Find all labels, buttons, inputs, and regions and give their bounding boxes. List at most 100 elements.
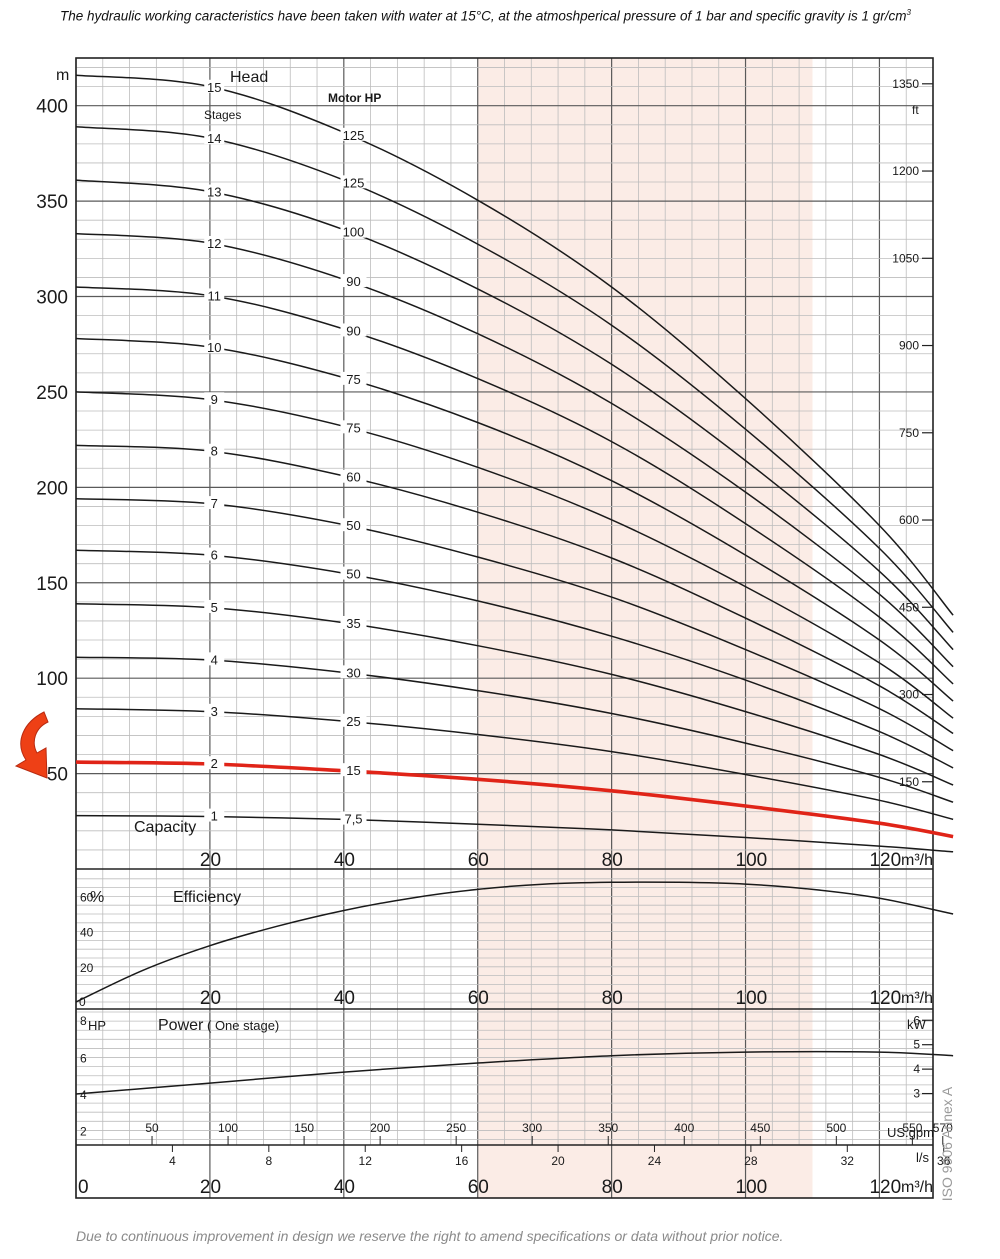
y-tick-label: 300 xyxy=(36,288,68,309)
stage-label-bg xyxy=(204,703,225,717)
hp-label-bg xyxy=(340,127,367,141)
hp-label-bg xyxy=(340,518,367,532)
y-tick-label: 200 xyxy=(36,478,68,499)
hp-label-bg xyxy=(340,811,367,825)
eff-x-tick-label: 40 xyxy=(334,988,355,1009)
stage-label-bg xyxy=(204,652,225,666)
head-curve-stage-14 xyxy=(75,125,954,633)
power-y-tick-label: 8 xyxy=(80,1014,87,1028)
gpm-tick-label: 450 xyxy=(750,1121,770,1135)
hp-label-bg xyxy=(340,763,367,777)
m3h-tick-label: 120 xyxy=(869,1177,901,1198)
eff-y-tick-label: 20 xyxy=(80,961,94,975)
y-tick-label: 150 xyxy=(36,574,68,595)
stage-label-bg xyxy=(204,756,225,770)
gpm-unit-label: US.gpm xyxy=(887,1125,934,1140)
hp-label-1: 7,5 xyxy=(344,812,362,827)
gpm-tick-label: 300 xyxy=(522,1121,542,1135)
m3h-tick-label: 80 xyxy=(602,1177,623,1198)
ls-tick-label: 24 xyxy=(648,1154,662,1168)
eff-y-tick-label: 0 xyxy=(79,995,86,1009)
ls-unit-label: l/s xyxy=(916,1150,930,1165)
stage-label-14: 14 xyxy=(207,131,221,146)
stage-label-bg xyxy=(204,808,225,822)
y-tick-label: 400 xyxy=(36,97,68,118)
ft-tick-label: 1050 xyxy=(892,251,919,265)
ls-tick-label: 12 xyxy=(359,1154,373,1168)
ft-tick-label: 450 xyxy=(899,600,919,614)
stage-label-15: 15 xyxy=(207,80,221,95)
m3h-tick-label: 0 xyxy=(78,1177,89,1198)
hp-label-bg xyxy=(340,566,367,580)
power-label: Power xyxy=(158,1017,204,1034)
stage-label-bg xyxy=(204,79,225,93)
stage-label-bg xyxy=(204,184,225,198)
stage-label-bg xyxy=(204,443,225,457)
stage-label-5: 5 xyxy=(211,600,218,615)
chart-frame xyxy=(75,57,934,1199)
hp-label-bg xyxy=(340,420,367,434)
ls-tick-label: 8 xyxy=(265,1154,272,1168)
m3h-tick-label: 20 xyxy=(200,1177,221,1198)
ft-tick-label: 750 xyxy=(899,426,919,440)
stage-label-4: 4 xyxy=(211,652,218,667)
head-curve-stage-10 xyxy=(75,337,954,702)
power-curve xyxy=(75,1050,954,1095)
m3h-tick-label: 40 xyxy=(334,1177,355,1198)
hp-label-11: 90 xyxy=(346,323,360,338)
gpm-tick-label: 570 xyxy=(933,1121,953,1135)
capacity-label: Capacity xyxy=(134,819,196,836)
stage-label-bg xyxy=(204,547,225,561)
motor-hp-label: Motor HP xyxy=(328,91,381,105)
y-unit-label: m xyxy=(56,67,69,84)
stage-label-bg xyxy=(204,599,225,613)
y-tick-label: 350 xyxy=(36,192,68,213)
kw-unit-label: kW xyxy=(907,1017,927,1032)
x-tick-label: 100 xyxy=(736,850,768,871)
stage-label-12: 12 xyxy=(207,236,221,251)
stage-label-3: 3 xyxy=(211,704,218,719)
hp-label-6: 50 xyxy=(346,567,360,582)
head-curve-stage-11 xyxy=(75,286,954,685)
x-tick-label: 60 xyxy=(468,850,489,871)
hp-label-13: 100 xyxy=(343,225,365,240)
stage-label-11: 11 xyxy=(208,288,222,303)
head-curve-stage-15 xyxy=(75,74,954,616)
m3h-tick-label: 60 xyxy=(468,1177,489,1198)
ft-unit-label: ft xyxy=(912,103,919,117)
ls-tick-label: 32 xyxy=(841,1154,855,1168)
x-unit-label: m³/h xyxy=(901,852,933,869)
gpm-tick-label: 250 xyxy=(446,1121,466,1135)
head-curve-stage-12 xyxy=(75,232,954,668)
x-tick-label: 80 xyxy=(602,850,623,871)
gpm-tick-label: 100 xyxy=(218,1121,238,1135)
ls-tick-label: 16 xyxy=(455,1154,469,1168)
hp-label-bg xyxy=(340,713,367,727)
stage-label-10: 10 xyxy=(207,340,221,355)
ft-tick-label: 1200 xyxy=(892,164,919,178)
hp-label-9: 75 xyxy=(346,420,360,435)
stages-label: Stages xyxy=(204,108,241,122)
stage-label-1: 1 xyxy=(211,809,218,824)
hp-label-bg xyxy=(340,274,367,288)
gpm-tick-label: 350 xyxy=(598,1121,618,1135)
ls-tick-label: 4 xyxy=(169,1154,176,1168)
head-curve-stage-9 xyxy=(75,391,954,719)
hp-label-2: 15 xyxy=(346,763,360,778)
eff-x-tick-label: 20 xyxy=(200,988,221,1009)
hp-label-bg xyxy=(340,323,367,337)
eff-x-tick-label: 120 xyxy=(869,988,901,1009)
footer-note: Due to continuous improvement in design … xyxy=(76,1228,784,1244)
header-note-superscript: 3 xyxy=(906,8,911,17)
eff-x-tick-label: 100 xyxy=(736,988,768,1009)
x-tick-label: 120 xyxy=(869,850,901,871)
hp-label-3: 25 xyxy=(346,714,360,729)
x-tick-label: 20 xyxy=(200,850,221,871)
ft-tick-label: 300 xyxy=(899,688,919,702)
hp-label-bg xyxy=(340,175,367,189)
hp-label-bg xyxy=(340,665,367,679)
stage-label-7: 7 xyxy=(211,496,218,511)
eff-x-tick-label: 60 xyxy=(468,988,489,1009)
stage-label-2: 2 xyxy=(211,756,218,771)
